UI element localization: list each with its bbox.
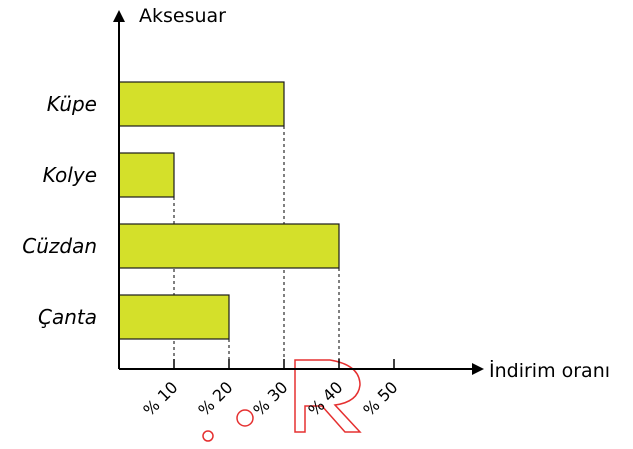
bar-cüzdan (118, 223, 340, 269)
watermark-shape (202, 359, 362, 442)
y-axis-title: Aksesuar (139, 5, 226, 27)
x-ticks (173, 359, 395, 370)
bar-çanta (118, 294, 230, 340)
y-axis-arrow-icon (113, 10, 125, 22)
category-label: Küpe (47, 92, 97, 116)
category-label: Çanta (38, 305, 97, 329)
x-tick-labels: % 10% 20% 30% 40% 50 (139, 378, 401, 420)
x-tick-label: % 30 (249, 378, 291, 420)
category-label: Cüzdan (22, 234, 97, 258)
bars (118, 81, 340, 340)
bar-küpe (118, 81, 285, 127)
x-axis-arrow-icon (472, 363, 484, 375)
category-label: Kolye (43, 163, 97, 187)
x-axis-title: İndirim oranı (489, 359, 610, 382)
category-labels: Küpe Kolye Cüzdan Çanta (22, 92, 97, 329)
bar-kolye (118, 152, 175, 198)
x-tick-label: % 20 (194, 378, 236, 420)
x-tick-label: % 10 (139, 378, 181, 420)
x-tick-label: % 50 (359, 378, 401, 420)
